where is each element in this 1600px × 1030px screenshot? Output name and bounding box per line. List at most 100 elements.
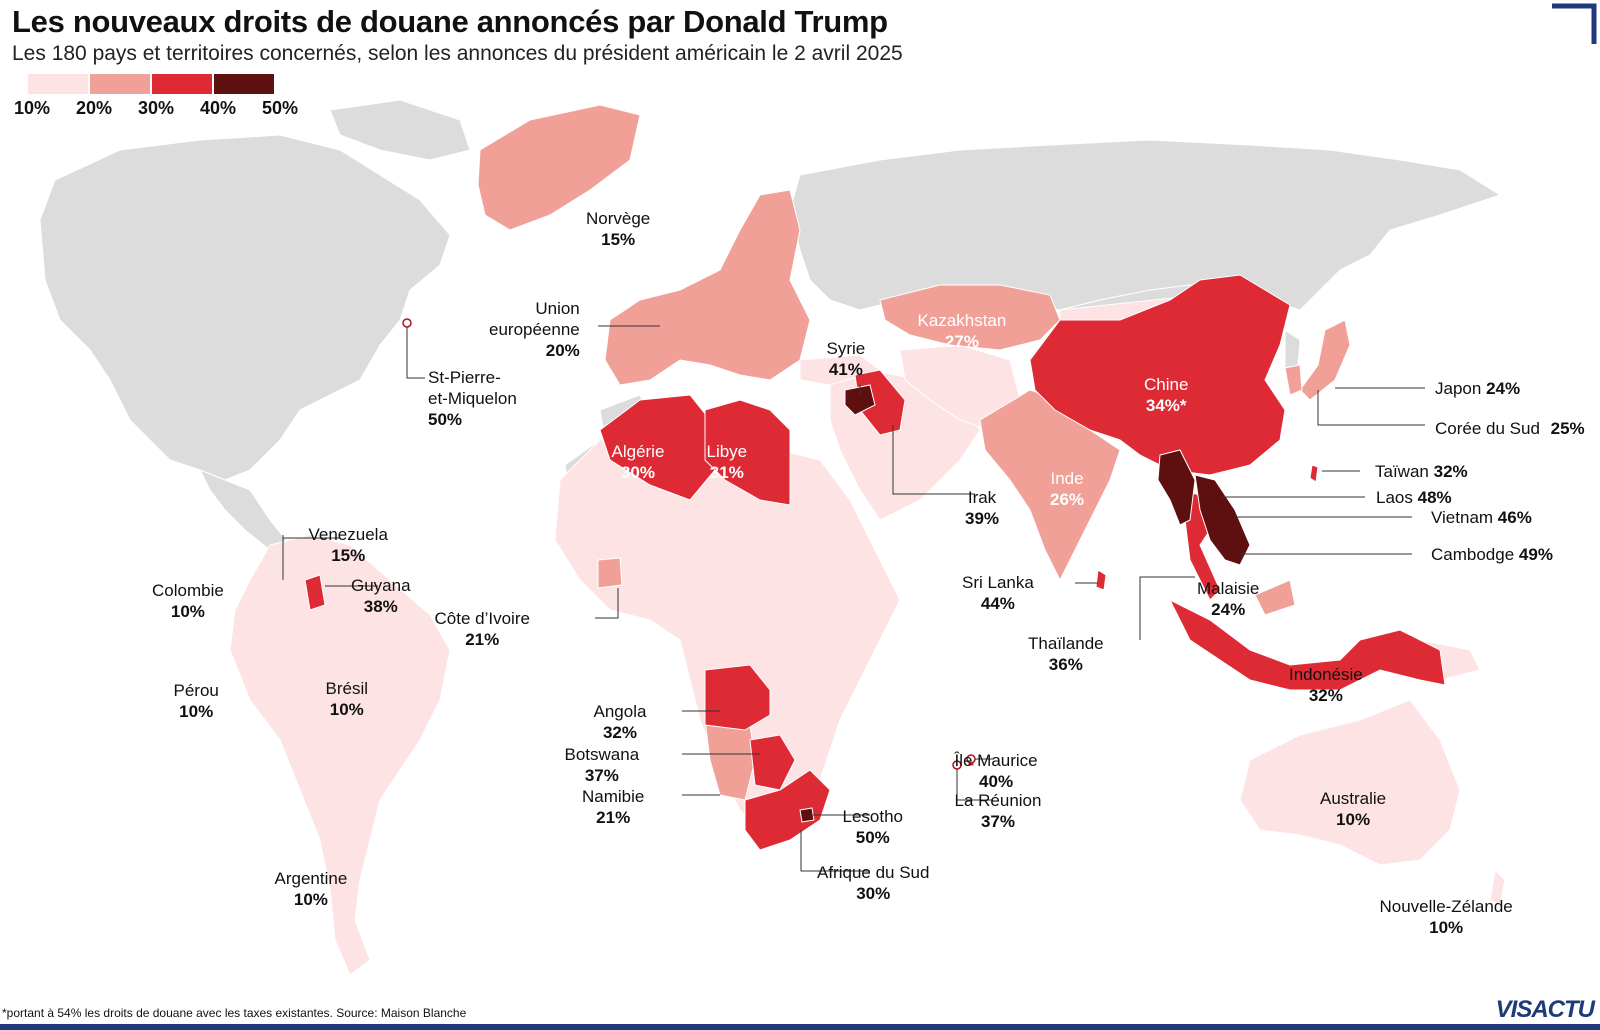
region-syria [844,384,876,416]
label-vietnam: Vietnam 46% [1431,507,1532,528]
legend-label-50: 50% [261,98,299,118]
legend-label-20: 20% [75,98,113,118]
region-kazakhstan [879,284,1061,351]
label-reunion: La Réunion 37% [955,790,1042,832]
legend-swatch-1 [28,74,88,94]
label-inde-name: Inde [1050,469,1084,488]
label-venezuela: Venezuela 15% [309,524,388,566]
label-libye-name: Libye [706,442,748,461]
leader-cotedivoire [595,588,619,619]
label-algerie: Algérie 30% [612,441,665,483]
label-guyana-name: Guyana [351,576,411,595]
label-afriquesud-name: Afrique du Sud [817,863,930,882]
leader-afriquesud [800,830,870,872]
legend-label-10: 10% [13,98,51,118]
leader-irak [892,425,975,495]
label-srilanka-name: Sri Lanka [962,573,1034,592]
label-kazakhstan-value: 27% [944,332,979,351]
legend-swatch-4 [214,74,274,94]
label-norvege-name: Norvège [586,209,651,228]
leader-coree [1317,390,1425,426]
label-perou-name: Pérou [173,681,219,700]
label-syrie: Syrie 41% [827,338,866,380]
region-botswana [749,734,796,791]
region-indonesia [1168,598,1446,691]
region-europe [604,189,811,386]
label-taiwan-name: Taïwan [1375,462,1429,481]
label-ue: Union européenne 20% [489,298,580,361]
label-norvege: Norvège 15% [586,208,650,250]
region-ivory-coast [597,557,623,589]
label-norvege-value: 15% [601,230,636,249]
label-nz-value: 10% [1429,918,1464,937]
legend-label-30: 30% [137,98,175,118]
label-kazakhstan-name: Kazakhstan [917,311,1007,330]
label-argentine: Argentine 10% [275,868,348,910]
label-spm: St-Pierre- et-Miquelon 50% [428,367,517,430]
label-nz-name: Nouvelle-Zélande [1379,897,1513,916]
region-namibia [704,719,756,801]
region-korea-north [1284,329,1301,371]
legend-swatch-3 [152,74,212,94]
label-cotedivoire-value: 21% [465,630,500,649]
label-vietnam-name: Vietnam [1431,508,1494,527]
label-maurice: Île Maurice 40% [955,750,1038,792]
label-afriquesud-value: 30% [856,884,891,903]
label-laos-value: 48% [1417,488,1452,507]
land-40pct [799,384,1251,823]
label-maurice-name: Île Maurice [954,751,1038,770]
label-venezuela-name: Venezuela [308,525,388,544]
label-spm-name2: et-Miquelon [428,389,517,408]
label-algerie-name: Algérie [611,442,665,461]
label-ue-value: 20% [545,341,580,360]
label-laos: Laos 48% [1376,487,1452,508]
region-guyana [304,574,326,611]
label-reunion-name: La Réunion [954,791,1042,810]
leader-thailande [1139,576,1195,640]
label-chine: Chine 34%* [1144,374,1188,416]
label-libye: Libye 31% [707,441,748,483]
label-colombie-value: 10% [170,602,205,621]
leader-lines [282,325,1425,872]
page-subtitle: Les 180 pays et territoires concernés, s… [12,42,903,65]
footnote: *portant à 54% les droits de douane avec… [2,1006,467,1020]
page-title: Les nouveaux droits de douane annoncés p… [12,4,888,39]
region-libya [704,399,791,506]
label-irak-name: Irak [967,488,997,507]
label-argentine-name: Argentine [274,869,348,888]
label-thailande-value: 36% [1048,655,1083,674]
label-guyana-value: 38% [363,597,398,616]
label-vietnam-value: 46% [1497,508,1532,527]
label-taiwan-value: 32% [1433,462,1468,481]
label-spm-value: 50% [428,410,463,429]
leader-spm [406,327,425,379]
land-10pct [229,294,1506,976]
region-korea-south [1284,364,1303,396]
brand-logo: VISACTU [1495,996,1595,1023]
label-cotedivoire: Côte d’Ivoire 21% [435,608,530,650]
label-lesotho-value: 50% [855,828,890,847]
label-japon-name: Japon [1435,379,1482,398]
label-coree-value: 25% [1550,419,1585,438]
label-japon-value: 24% [1486,379,1521,398]
label-spm-name1: St-Pierre- [428,368,501,387]
label-angola-value: 32% [602,723,637,742]
label-colombie-name: Colombie [152,581,224,600]
label-bresil: Brésil 10% [326,678,369,720]
bottom-bar [0,1024,1600,1030]
label-angola: Angola 32% [594,701,647,743]
label-inde-value: 26% [1050,490,1085,509]
region-south-africa [744,769,831,851]
label-algerie-value: 30% [620,463,655,482]
label-japon: Japon 24% [1435,378,1520,399]
label-australie-name: Australie [1320,789,1387,808]
label-srilanka: Sri Lanka 44% [962,572,1034,614]
label-lesotho: Lesotho 50% [843,806,904,848]
label-namibie-value: 21% [596,808,631,827]
label-malaisie-name: Malaisie [1197,579,1260,598]
region-malaysia-borneo [1254,579,1296,616]
land-20pct [477,104,1351,801]
label-bresil-name: Brésil [325,679,369,698]
land-30pct [304,274,1446,851]
